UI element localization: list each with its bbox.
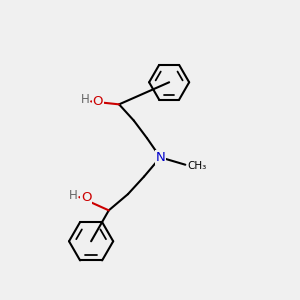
Text: H: H	[81, 93, 90, 106]
Text: H: H	[69, 189, 78, 202]
Text: O: O	[93, 95, 103, 108]
Text: O: O	[81, 190, 91, 204]
Text: CH₃: CH₃	[188, 161, 207, 171]
Text: N: N	[155, 151, 165, 164]
